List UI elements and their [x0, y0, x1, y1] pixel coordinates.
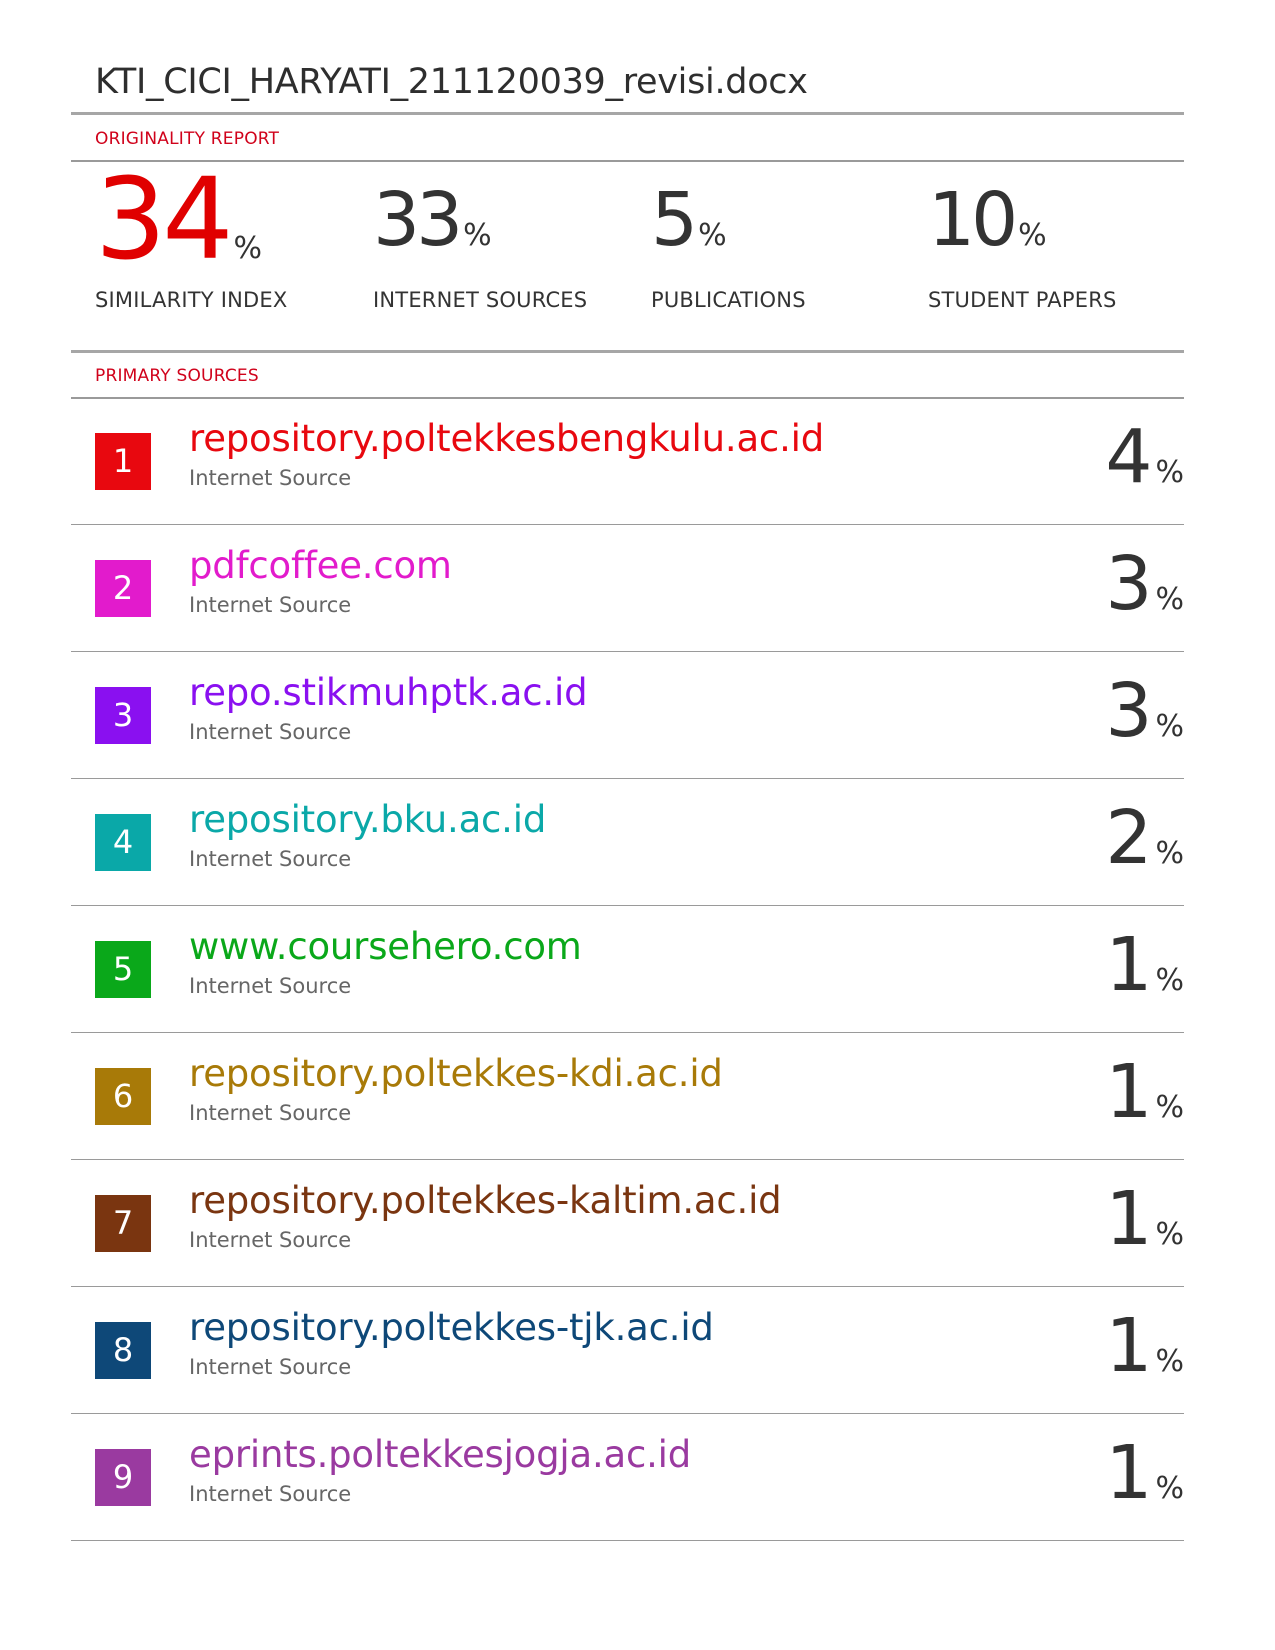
- source-rank-badge: 9: [95, 1449, 151, 1506]
- source-type-label: Internet Source: [189, 847, 352, 871]
- source-name-link[interactable]: repo.stikmuhptk.ac.id: [189, 671, 588, 714]
- similarity-index-caption: SIMILARITY INDEX: [95, 288, 288, 312]
- source-type-label: Internet Source: [189, 1482, 352, 1506]
- source-percent-unit: %: [1155, 709, 1184, 744]
- source-type-label: Internet Source: [189, 720, 352, 744]
- student-papers-stat: 10% STUDENT PAPERS: [928, 175, 1116, 312]
- source-row[interactable]: 8 repository.poltekkes-tjk.ac.id Interne…: [71, 1287, 1184, 1414]
- source-type-label: Internet Source: [189, 1355, 352, 1379]
- internet-sources-caption: INTERNET SOURCES: [373, 288, 588, 312]
- source-name-link[interactable]: repository.poltekkes-kaltim.ac.id: [189, 1179, 782, 1222]
- student-papers-value: 10: [928, 177, 1018, 263]
- source-percent-value: 1: [1105, 922, 1153, 1008]
- source-percent: 3%: [1105, 539, 1184, 629]
- source-row[interactable]: 1 repository.poltekkesbengkulu.ac.id Int…: [71, 398, 1184, 525]
- row-divider: [71, 1412, 1184, 1414]
- row-divider: [71, 1158, 1184, 1160]
- row-divider: [71, 1539, 1184, 1541]
- publications-value: 5: [651, 177, 698, 263]
- similarity-index-stat: 34% SIMILARITY INDEX: [95, 155, 287, 312]
- publications-unit: %: [698, 218, 727, 253]
- similarity-index-value: 34: [95, 155, 234, 285]
- source-percent-unit: %: [1155, 1471, 1184, 1506]
- student-papers-unit: %: [1018, 218, 1047, 253]
- student-papers-caption: STUDENT PAPERS: [928, 288, 1117, 312]
- source-type-label: Internet Source: [189, 466, 352, 490]
- source-type-label: Internet Source: [189, 593, 352, 617]
- source-percent-unit: %: [1155, 836, 1184, 871]
- source-percent-value: 1: [1105, 1303, 1153, 1389]
- row-divider: [71, 650, 1184, 652]
- publications-caption: PUBLICATIONS: [651, 288, 806, 312]
- source-rank-badge: 6: [95, 1068, 151, 1125]
- source-name-link[interactable]: repository.bku.ac.id: [189, 798, 547, 841]
- source-percent: 3%: [1105, 666, 1184, 756]
- source-name-link[interactable]: repository.poltekkes-tjk.ac.id: [189, 1306, 714, 1349]
- source-percent-value: 3: [1105, 541, 1153, 627]
- source-name-link[interactable]: eprints.poltekkesjogja.ac.id: [189, 1433, 692, 1476]
- publications-stat: 5% PUBLICATIONS: [651, 175, 806, 312]
- row-divider: [71, 1031, 1184, 1033]
- source-row[interactable]: 9 eprints.poltekkesjogja.ac.id Internet …: [71, 1414, 1184, 1541]
- source-rank-badge: 8: [95, 1322, 151, 1379]
- row-divider: [71, 904, 1184, 906]
- source-type-label: Internet Source: [189, 974, 352, 998]
- source-percent-value: 1: [1105, 1176, 1153, 1262]
- source-percent-unit: %: [1155, 1344, 1184, 1379]
- stats-divider: [71, 350, 1184, 353]
- similarity-index-unit: %: [233, 231, 263, 266]
- source-percent: 4%: [1105, 412, 1184, 502]
- source-rank-badge: 2: [95, 560, 151, 617]
- row-divider: [71, 523, 1184, 525]
- source-percent: 1%: [1105, 1428, 1184, 1518]
- source-row[interactable]: 7 repository.poltekkes-kaltim.ac.id Inte…: [71, 1160, 1184, 1287]
- source-row[interactable]: 2 pdfcoffee.com Internet Source 3%: [71, 525, 1184, 652]
- source-row[interactable]: 6 repository.poltekkes-kdi.ac.id Interne…: [71, 1033, 1184, 1160]
- row-divider: [71, 1285, 1184, 1287]
- source-percent: 1%: [1105, 1047, 1184, 1137]
- source-name-link[interactable]: repository.poltekkesbengkulu.ac.id: [189, 417, 824, 460]
- source-name-link[interactable]: pdfcoffee.com: [189, 544, 452, 587]
- source-name-link[interactable]: www.coursehero.com: [189, 925, 582, 968]
- source-rank-badge: 5: [95, 941, 151, 998]
- source-percent-unit: %: [1155, 582, 1184, 617]
- internet-sources-value: 33: [373, 177, 463, 263]
- source-percent-unit: %: [1155, 1090, 1184, 1125]
- source-percent-value: 1: [1105, 1430, 1153, 1516]
- primary-sources-divider: [71, 397, 1184, 399]
- report-divider: [71, 160, 1184, 162]
- source-name-link[interactable]: repository.poltekkes-kdi.ac.id: [189, 1052, 723, 1095]
- source-rank-badge: 1: [95, 433, 151, 490]
- originality-report-label: ORIGINALITY REPORT: [95, 129, 280, 149]
- source-percent-value: 4: [1105, 414, 1153, 500]
- row-divider: [71, 777, 1184, 779]
- source-percent-value: 1: [1105, 1049, 1153, 1135]
- internet-sources-stat: 33% INTERNET SOURCES: [373, 175, 587, 312]
- title-divider: [71, 112, 1184, 115]
- source-row[interactable]: 3 repo.stikmuhptk.ac.id Internet Source …: [71, 652, 1184, 779]
- source-rank-badge: 4: [95, 814, 151, 871]
- primary-sources-label: PRIMARY SOURCES: [95, 366, 259, 386]
- internet-sources-unit: %: [463, 218, 492, 253]
- source-percent-unit: %: [1155, 455, 1184, 490]
- source-percent: 1%: [1105, 1301, 1184, 1391]
- source-percent-unit: %: [1155, 1217, 1184, 1252]
- source-type-label: Internet Source: [189, 1101, 352, 1125]
- document-title: KTI_CICI_HARYATI_211120039_revisi.docx: [95, 62, 808, 102]
- source-rank-badge: 3: [95, 687, 151, 744]
- source-percent: 1%: [1105, 920, 1184, 1010]
- source-percent-value: 2: [1105, 795, 1153, 881]
- source-type-label: Internet Source: [189, 1228, 352, 1252]
- source-row[interactable]: 4 repository.bku.ac.id Internet Source 2…: [71, 779, 1184, 906]
- source-row[interactable]: 5 www.coursehero.com Internet Source 1%: [71, 906, 1184, 1033]
- source-percent-value: 3: [1105, 668, 1153, 754]
- source-rank-badge: 7: [95, 1195, 151, 1252]
- source-percent-unit: %: [1155, 963, 1184, 998]
- source-percent: 1%: [1105, 1174, 1184, 1264]
- source-percent: 2%: [1105, 793, 1184, 883]
